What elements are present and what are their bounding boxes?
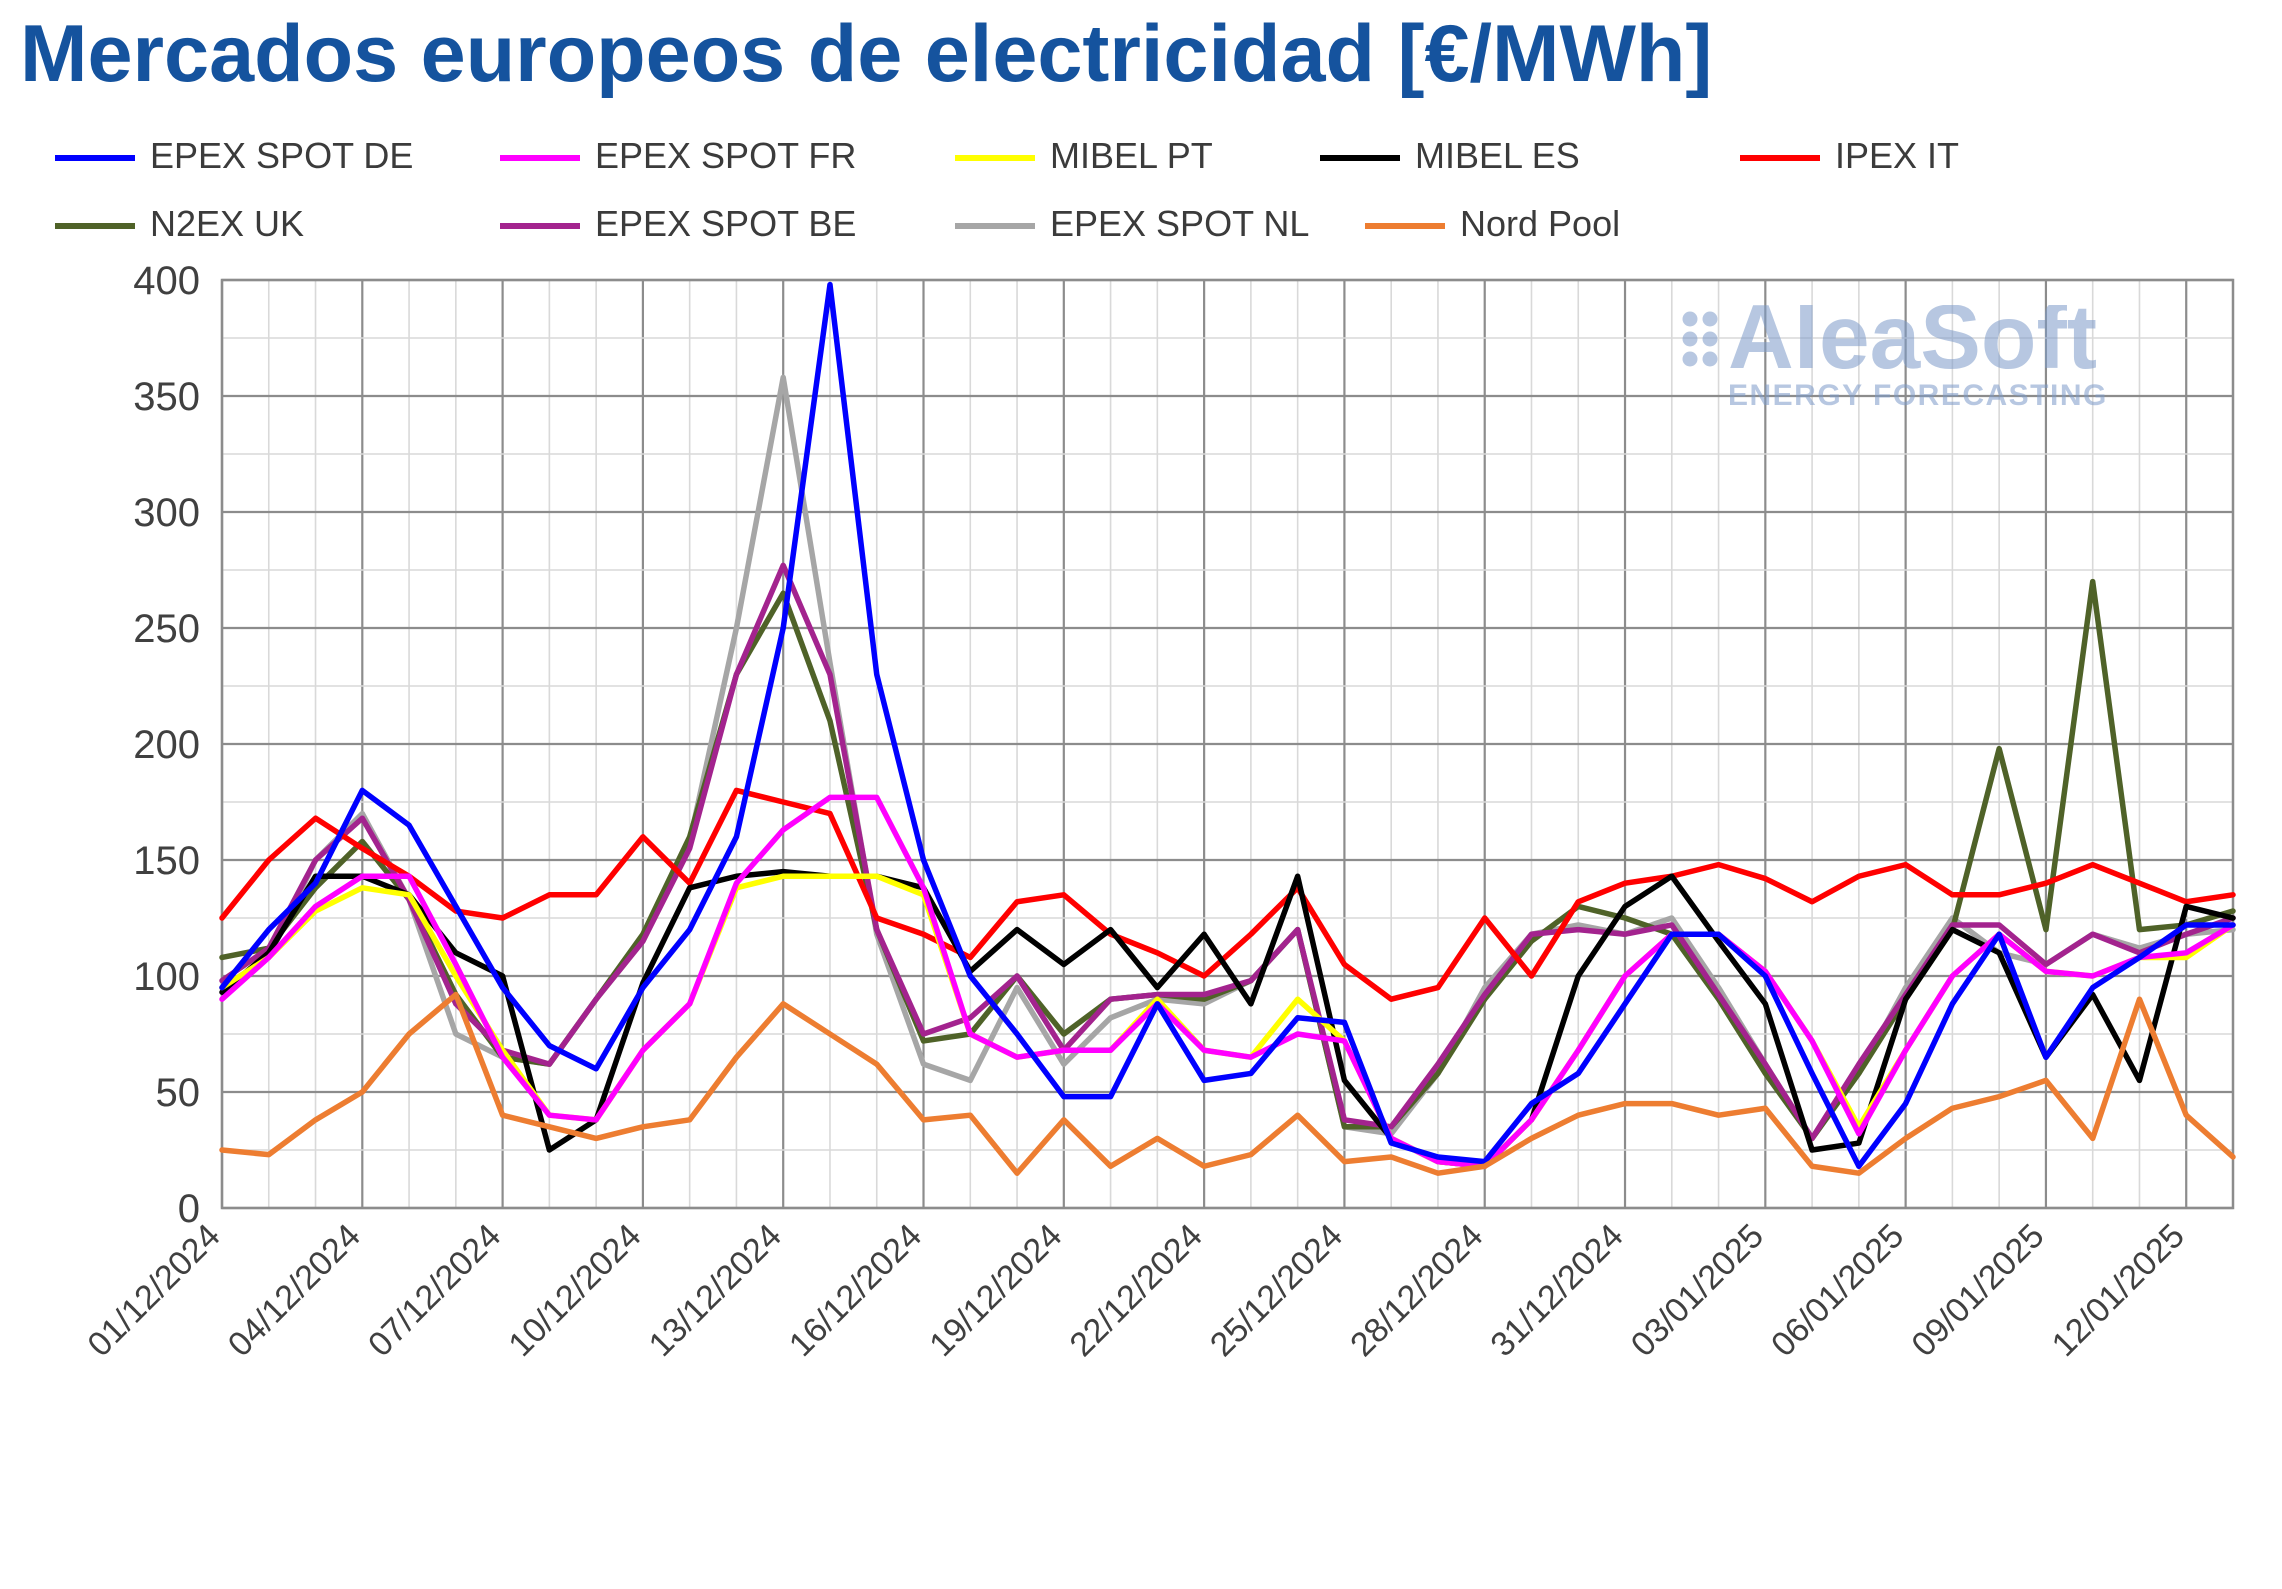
svg-text:06/01/2025: 06/01/2025 xyxy=(1764,1217,1911,1364)
svg-text:16/12/2024: 16/12/2024 xyxy=(782,1217,929,1364)
svg-text:25/12/2024: 25/12/2024 xyxy=(1203,1217,1350,1364)
svg-text:04/12/2024: 04/12/2024 xyxy=(221,1217,368,1364)
svg-text:10/12/2024: 10/12/2024 xyxy=(501,1217,648,1364)
svg-text:22/12/2024: 22/12/2024 xyxy=(1063,1217,1210,1364)
svg-text:13/12/2024: 13/12/2024 xyxy=(642,1217,789,1364)
svg-text:07/12/2024: 07/12/2024 xyxy=(361,1217,508,1364)
svg-text:350: 350 xyxy=(133,375,200,419)
svg-text:250: 250 xyxy=(133,607,200,651)
svg-text:50: 50 xyxy=(156,1071,201,1115)
svg-text:28/12/2024: 28/12/2024 xyxy=(1343,1217,1490,1364)
svg-text:150: 150 xyxy=(133,839,200,883)
svg-text:100: 100 xyxy=(133,955,200,999)
svg-text:03/01/2025: 03/01/2025 xyxy=(1624,1217,1771,1364)
svg-text:ENERGY FORECASTING: ENERGY FORECASTING xyxy=(1728,379,2108,412)
svg-text:300: 300 xyxy=(133,491,200,535)
svg-text:19/12/2024: 19/12/2024 xyxy=(922,1217,1069,1364)
svg-text:12/01/2025: 12/01/2025 xyxy=(2045,1217,2192,1364)
svg-text:09/01/2025: 09/01/2025 xyxy=(1904,1217,2051,1364)
svg-text:400: 400 xyxy=(133,260,200,303)
svg-text:31/12/2024: 31/12/2024 xyxy=(1483,1217,1630,1364)
svg-text:200: 200 xyxy=(133,723,200,767)
svg-text:AleaSoft: AleaSoft xyxy=(1728,305,2097,388)
svg-text:01/12/2024: 01/12/2024 xyxy=(80,1217,227,1364)
